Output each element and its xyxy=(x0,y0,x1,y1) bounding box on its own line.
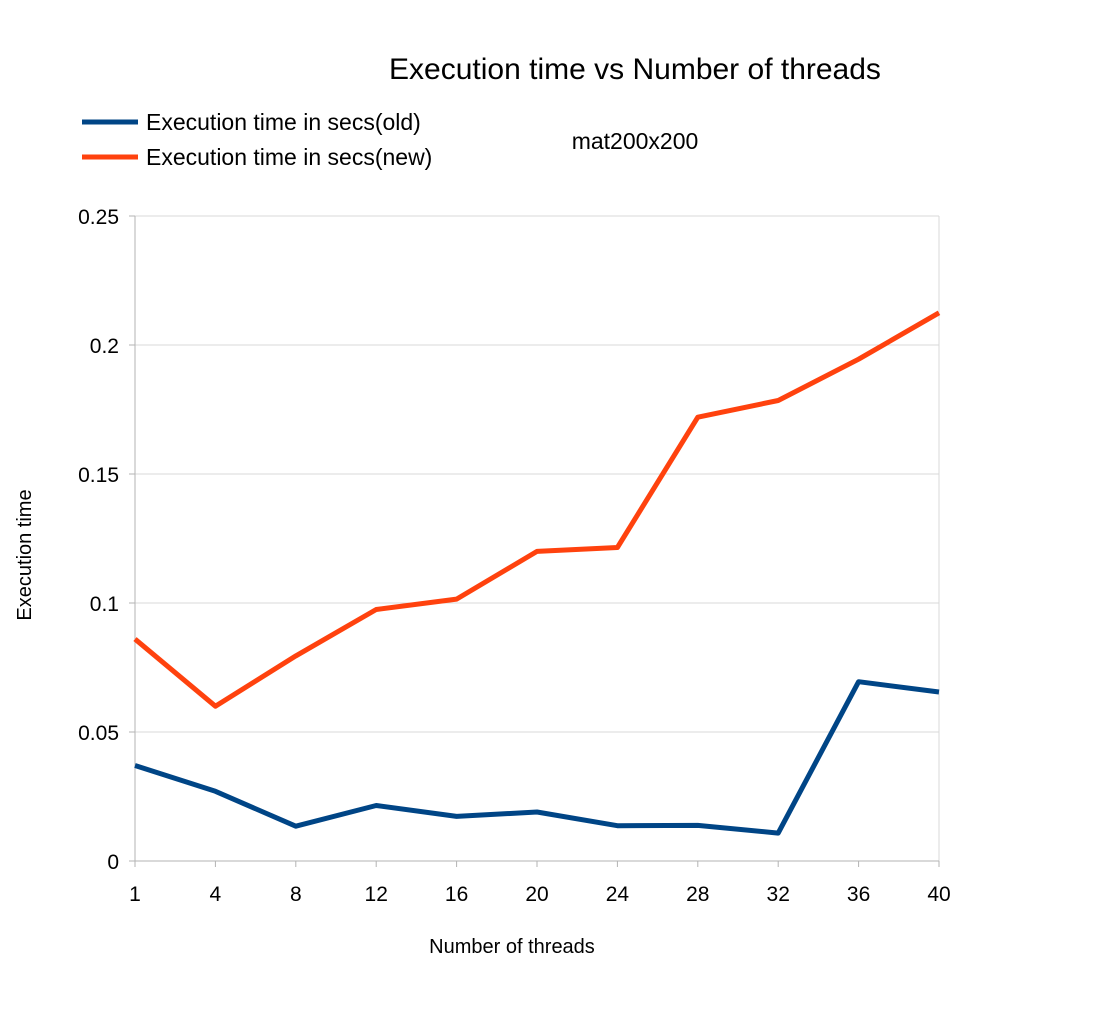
x-tick-labels: 1 4 8 12 16 20 24 28 32 36 40 xyxy=(129,883,951,906)
grid xyxy=(135,215,940,861)
y-tick-label: 0 xyxy=(107,851,119,874)
y-tick-label: 0.25 xyxy=(78,206,119,229)
legend-label-new: Execution time in secs(new) xyxy=(146,144,432,170)
series-lines xyxy=(133,310,941,836)
y-tick-labels: 0 0.05 0.1 0.15 0.2 0.25 xyxy=(78,206,119,874)
x-tick-label: 16 xyxy=(445,883,468,906)
x-tick-label: 20 xyxy=(525,883,548,906)
x-tick-label: 8 xyxy=(290,883,302,906)
y-tick-label: 0.2 xyxy=(90,335,119,358)
series-line-new xyxy=(133,310,941,709)
legend-label-old: Execution time in secs(old) xyxy=(146,109,421,135)
y-tick-label: 0.1 xyxy=(90,593,119,616)
x-tick-label: 12 xyxy=(365,883,388,906)
legend: Execution time in secs(old) Execution ti… xyxy=(82,109,432,170)
x-tick-label: 1 xyxy=(129,883,141,906)
x-tick-label: 40 xyxy=(927,883,950,906)
axes xyxy=(129,215,940,867)
x-tick-label: 24 xyxy=(606,883,630,906)
x-tick-label: 28 xyxy=(686,883,709,906)
y-tick-label: 0.05 xyxy=(78,722,119,745)
y-axis-label: Execution time xyxy=(14,489,36,620)
y-tick-label: 0.15 xyxy=(78,464,119,487)
chart-title: Execution time vs Number of threads xyxy=(389,53,881,86)
x-tick-label: 4 xyxy=(210,883,222,906)
x-axis-label: Number of threads xyxy=(429,936,595,958)
series-line-old xyxy=(134,679,940,836)
x-tick-label: 32 xyxy=(767,883,790,906)
x-tick-label: 36 xyxy=(847,883,870,906)
chart-subtitle: mat200x200 xyxy=(572,128,699,154)
